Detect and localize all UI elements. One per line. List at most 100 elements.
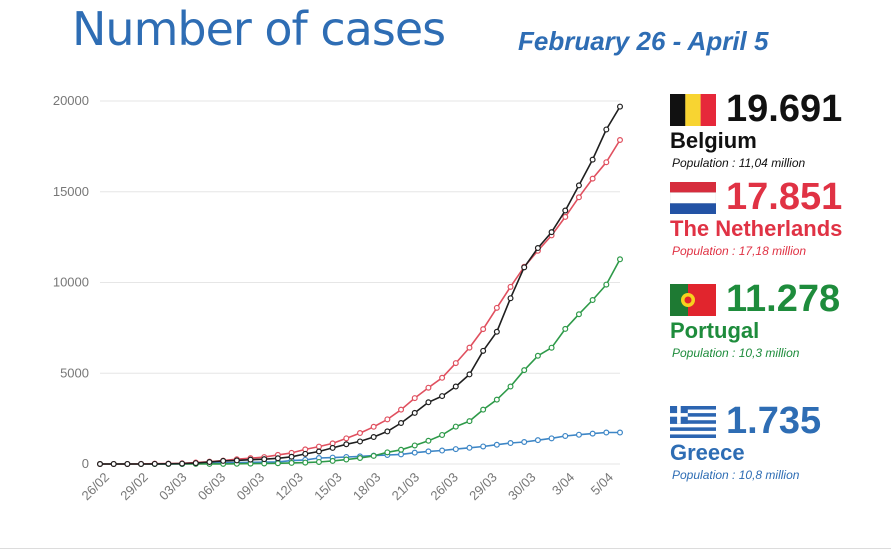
data-point-the-netherlands [398, 406, 405, 413]
data-point-the-netherlands [493, 304, 500, 311]
series-line-belgium [100, 106, 621, 465]
data-point-portugal [466, 418, 473, 425]
data-point-belgium [220, 457, 227, 464]
data-point-belgium [616, 103, 623, 110]
legend-population: Population : 10,8 million [672, 468, 800, 482]
legend-count: 1.735 [726, 400, 822, 442]
data-point-belgium [206, 459, 213, 466]
bottom-divider [0, 548, 891, 549]
data-point-greece [425, 448, 432, 455]
data-point-portugal [370, 452, 377, 459]
data-point-portugal [288, 459, 295, 466]
data-point-portugal [575, 311, 582, 318]
data-point-portugal [562, 325, 569, 332]
data-point-portugal [452, 423, 459, 430]
data-point-greece [521, 439, 528, 446]
data-point-the-netherlands [575, 194, 582, 201]
data-point-greece [562, 432, 569, 439]
data-point-the-netherlands [357, 430, 364, 437]
data-point-belgium [192, 460, 199, 467]
data-point-belgium [233, 457, 240, 464]
data-point-portugal [493, 396, 500, 403]
legend-population: Population : 17,18 million [672, 244, 807, 258]
data-point-portugal [603, 281, 610, 288]
x-tick-label: 15/03 [311, 470, 345, 504]
data-point-belgium [329, 444, 336, 451]
data-point-belgium [466, 371, 473, 378]
x-tick-label: 21/03 [389, 470, 423, 504]
data-point-greece [534, 437, 541, 444]
data-point-portugal [343, 456, 350, 463]
data-point-the-netherlands [384, 416, 391, 423]
data-point-portugal [329, 457, 336, 464]
data-point-belgium [315, 448, 322, 455]
data-point-belgium [425, 399, 432, 406]
data-point-belgium [493, 328, 500, 335]
data-point-greece [439, 447, 446, 454]
x-tick-label: 30/03 [505, 470, 539, 504]
legend-country: Belgium [670, 128, 757, 153]
data-point-belgium [452, 383, 459, 390]
data-point-belgium [548, 229, 555, 236]
belgium-flag-icon [670, 94, 716, 126]
data-point-belgium [247, 456, 254, 463]
y-tick-label: 20000 [53, 93, 89, 108]
data-point-portugal [384, 449, 391, 456]
data-point-belgium [274, 455, 281, 462]
y-tick-label: 0 [82, 456, 89, 471]
data-point-the-netherlands [603, 159, 610, 166]
x-tick-label: 26/02 [79, 470, 113, 504]
data-point-portugal [521, 367, 528, 374]
data-point-greece [480, 443, 487, 450]
data-point-belgium [370, 434, 377, 441]
legend-population: Population : 11,04 million [672, 156, 806, 170]
data-point-portugal [398, 446, 405, 453]
data-point-greece [507, 440, 514, 447]
legend-count: 19.691 [726, 88, 843, 130]
data-point-belgium [480, 347, 487, 354]
data-point-portugal [274, 460, 281, 467]
y-tick-label: 5000 [60, 365, 89, 380]
greece-flag-icon [670, 406, 716, 438]
data-point-greece [548, 435, 555, 442]
data-point-the-netherlands [315, 443, 322, 450]
y-tick-label: 15000 [53, 184, 89, 199]
data-point-portugal [616, 256, 623, 263]
x-tick-label: 29/02 [117, 470, 151, 504]
data-point-belgium [138, 460, 145, 467]
data-point-greece [589, 430, 596, 437]
data-point-belgium [534, 245, 541, 252]
data-point-belgium [110, 460, 117, 467]
data-point-greece [466, 444, 473, 451]
data-point-greece [616, 429, 623, 436]
data-point-belgium [398, 420, 405, 427]
data-point-the-netherlands [425, 384, 432, 391]
x-tick-label: 03/03 [156, 470, 190, 504]
data-point-greece [493, 441, 500, 448]
data-point-the-netherlands [507, 283, 514, 290]
data-point-belgium [411, 409, 418, 416]
data-point-belgium [261, 456, 268, 463]
legend-country: Portugal [670, 318, 760, 343]
data-point-greece [603, 429, 610, 436]
chart-title: Number of cases [72, 2, 446, 56]
data-point-portugal [548, 344, 555, 351]
legend-count: 17.851 [726, 176, 843, 218]
data-point-the-netherlands [411, 395, 418, 402]
series-line-the-netherlands [100, 139, 621, 465]
y-tick-label: 10000 [53, 275, 89, 290]
x-tick-label: 3/04 [549, 470, 578, 499]
data-point-belgium [302, 450, 309, 457]
data-point-belgium [603, 126, 610, 133]
x-tick-label: 5/04 [588, 470, 617, 499]
data-point-the-netherlands [466, 344, 473, 351]
data-point-the-netherlands [439, 374, 446, 381]
data-point-belgium [165, 460, 172, 467]
netherlands-flag-icon [670, 182, 716, 214]
data-point-portugal [315, 458, 322, 465]
data-point-portugal [507, 383, 514, 390]
data-point-belgium [96, 461, 103, 468]
data-point-the-netherlands [589, 175, 596, 182]
data-point-portugal [589, 297, 596, 304]
